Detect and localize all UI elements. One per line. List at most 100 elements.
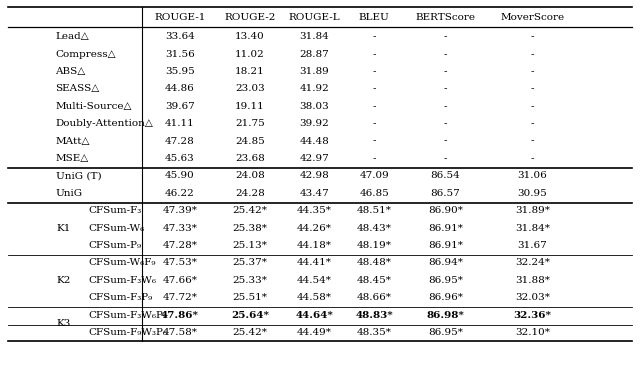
- Text: -: -: [372, 32, 376, 41]
- Text: -: -: [531, 84, 534, 93]
- Text: -: -: [372, 119, 376, 128]
- Text: 31.89*: 31.89*: [515, 206, 550, 215]
- Text: 42.98: 42.98: [300, 172, 330, 180]
- Text: 86.94*: 86.94*: [428, 258, 463, 267]
- Text: 44.35*: 44.35*: [297, 206, 332, 215]
- Text: -: -: [444, 102, 447, 111]
- Text: ABS△: ABS△: [56, 67, 86, 76]
- Text: BLEU: BLEU: [359, 13, 390, 22]
- Text: 47.53*: 47.53*: [163, 258, 197, 267]
- Text: 21.75: 21.75: [235, 119, 265, 128]
- Text: 25.13*: 25.13*: [232, 241, 268, 250]
- Text: -: -: [444, 50, 447, 59]
- Text: 48.83*: 48.83*: [355, 311, 393, 319]
- Text: 32.03*: 32.03*: [515, 293, 550, 302]
- Text: CFSum-F₃: CFSum-F₃: [89, 206, 142, 215]
- Text: -: -: [444, 154, 447, 163]
- Text: 25.42*: 25.42*: [232, 328, 268, 337]
- Text: 44.26*: 44.26*: [297, 224, 332, 233]
- Text: 47.28: 47.28: [165, 137, 195, 146]
- Text: -: -: [531, 154, 534, 163]
- Text: 25.33*: 25.33*: [232, 276, 268, 285]
- Text: CFSum-F₃W₆P₉: CFSum-F₃W₆P₉: [89, 311, 168, 319]
- Text: 18.21: 18.21: [235, 67, 265, 76]
- Text: K1: K1: [57, 224, 71, 233]
- Text: CFSum-W₆F₉: CFSum-W₆F₉: [89, 258, 156, 267]
- Text: 31.06: 31.06: [518, 172, 547, 180]
- Text: CFSum-P₉: CFSum-P₉: [89, 241, 142, 250]
- Text: 47.66*: 47.66*: [163, 276, 197, 285]
- Text: 44.58*: 44.58*: [297, 293, 332, 302]
- Text: 44.64*: 44.64*: [296, 311, 333, 319]
- Text: -: -: [372, 84, 376, 93]
- Text: 23.68: 23.68: [235, 154, 265, 163]
- Text: 35.95: 35.95: [165, 67, 195, 76]
- Text: CFSum-F₉W₃P₆: CFSum-F₉W₃P₆: [89, 328, 168, 337]
- Text: 86.54: 86.54: [431, 172, 460, 180]
- Text: SEASS△: SEASS△: [56, 84, 100, 93]
- Text: 86.98*: 86.98*: [427, 311, 465, 319]
- Text: CFSum-F₃W₆: CFSum-F₃W₆: [89, 276, 157, 285]
- Text: 31.67: 31.67: [518, 241, 547, 250]
- Text: -: -: [372, 67, 376, 76]
- Text: 32.10*: 32.10*: [515, 328, 550, 337]
- Text: 41.11: 41.11: [165, 119, 195, 128]
- Text: 47.86*: 47.86*: [161, 311, 199, 319]
- Text: 45.90: 45.90: [165, 172, 195, 180]
- Text: 86.57: 86.57: [431, 189, 460, 198]
- Text: 44.48: 44.48: [300, 137, 330, 146]
- Text: 39.92: 39.92: [300, 119, 330, 128]
- Text: -: -: [444, 119, 447, 128]
- Text: K3: K3: [57, 319, 71, 328]
- Text: 23.03: 23.03: [235, 84, 265, 93]
- Text: 31.84*: 31.84*: [515, 224, 550, 233]
- Text: 86.90*: 86.90*: [428, 206, 463, 215]
- Text: 41.92: 41.92: [300, 84, 330, 93]
- Text: 39.67: 39.67: [165, 102, 195, 111]
- Text: -: -: [372, 50, 376, 59]
- Text: 25.42*: 25.42*: [232, 206, 268, 215]
- Text: 13.40: 13.40: [235, 32, 265, 41]
- Text: -: -: [444, 137, 447, 146]
- Text: 86.96*: 86.96*: [428, 293, 463, 302]
- Text: 28.87: 28.87: [300, 50, 330, 59]
- Text: 47.28*: 47.28*: [163, 241, 197, 250]
- Text: 32.24*: 32.24*: [515, 258, 550, 267]
- Text: Compress△: Compress△: [56, 50, 116, 59]
- Text: 44.86: 44.86: [165, 84, 195, 93]
- Text: Lead△: Lead△: [56, 32, 90, 41]
- Text: UniG (T): UniG (T): [56, 172, 101, 180]
- Text: -: -: [372, 154, 376, 163]
- Text: 47.58*: 47.58*: [163, 328, 197, 337]
- Text: MoverScore: MoverScore: [500, 13, 564, 22]
- Text: 47.72*: 47.72*: [163, 293, 197, 302]
- Text: 30.95: 30.95: [518, 189, 547, 198]
- Text: 47.33*: 47.33*: [163, 224, 197, 233]
- Text: 86.95*: 86.95*: [428, 328, 463, 337]
- Text: 44.18*: 44.18*: [297, 241, 332, 250]
- Text: -: -: [531, 137, 534, 146]
- Text: 25.64*: 25.64*: [231, 311, 269, 319]
- Text: -: -: [531, 119, 534, 128]
- Text: -: -: [444, 84, 447, 93]
- Text: 31.56: 31.56: [165, 50, 195, 59]
- Text: 31.88*: 31.88*: [515, 276, 550, 285]
- Text: 47.39*: 47.39*: [163, 206, 197, 215]
- Text: -: -: [531, 102, 534, 111]
- Text: 48.51*: 48.51*: [356, 206, 392, 215]
- Text: -: -: [372, 137, 376, 146]
- Text: 42.97: 42.97: [300, 154, 330, 163]
- Text: 45.63: 45.63: [165, 154, 195, 163]
- Text: 46.22: 46.22: [165, 189, 195, 198]
- Text: ROUGE-2: ROUGE-2: [224, 13, 276, 22]
- Text: -: -: [444, 32, 447, 41]
- Text: Multi-Source△: Multi-Source△: [56, 102, 132, 111]
- Text: 25.51*: 25.51*: [232, 293, 268, 302]
- Text: Doubly-Attention△: Doubly-Attention△: [56, 119, 154, 128]
- Text: -: -: [444, 67, 447, 76]
- Text: ROUGE-L: ROUGE-L: [289, 13, 340, 22]
- Text: CFSum-F₃P₉: CFSum-F₃P₉: [89, 293, 153, 302]
- Text: 48.19*: 48.19*: [356, 241, 392, 250]
- Text: 44.54*: 44.54*: [297, 276, 332, 285]
- Text: -: -: [531, 50, 534, 59]
